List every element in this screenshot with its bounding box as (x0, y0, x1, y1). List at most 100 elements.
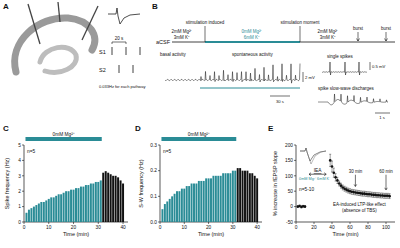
x-axis-label: Time (min) (198, 231, 224, 237)
event-tick (300, 26, 301, 42)
label: 6mM K⁺ (244, 35, 260, 40)
bar (38, 204, 40, 222)
bar (35, 205, 37, 222)
stim-tick (133, 65, 134, 73)
n-label: n=5 (27, 149, 35, 154)
n-label: n=5 (163, 149, 171, 154)
scale-bar (375, 113, 390, 114)
label: burst (353, 26, 364, 31)
annotation: IEA (314, 168, 323, 173)
plot-area (25, 171, 124, 222)
y-tick-label: 0.0 (150, 220, 157, 225)
y-axis (296, 145, 297, 222)
electrode (82, 6, 98, 40)
point (304, 205, 307, 208)
bar (246, 171, 248, 222)
y-tick-label: 100 (285, 174, 293, 179)
x-axis-label: Time (min) (332, 231, 358, 237)
bar (107, 173, 109, 222)
bar (183, 189, 185, 222)
bar (70, 190, 72, 222)
bar (186, 186, 188, 222)
bar (40, 202, 42, 222)
x-tick-label: 40 (120, 225, 126, 230)
bar (203, 181, 205, 222)
bar (208, 178, 210, 222)
bar (249, 173, 251, 222)
panel-label: D (135, 124, 141, 133)
bar (178, 191, 180, 222)
label: 2 mV (305, 75, 315, 80)
panel-label: C (3, 124, 9, 133)
bar (176, 191, 178, 222)
y-tick-label: 1 (18, 204, 21, 209)
label: single spikes (327, 54, 354, 59)
bar (63, 193, 65, 222)
label: basal activity (160, 52, 187, 57)
bar (50, 197, 52, 222)
y-tick-label: 4 (18, 158, 21, 163)
label: S2 (99, 67, 106, 73)
y-tick-label: 0 (290, 204, 293, 209)
bar (217, 176, 219, 222)
bar (161, 209, 163, 222)
condition-bar (161, 137, 236, 141)
bar (97, 182, 99, 222)
annotation: 60 min (379, 169, 393, 174)
bar (117, 177, 119, 222)
bar (58, 194, 60, 222)
x-tick-label: 20 (311, 225, 317, 230)
bar (181, 189, 183, 222)
bar (200, 181, 202, 222)
bar (95, 182, 97, 222)
bar (100, 180, 102, 222)
annotation: (absence of TBS) (342, 208, 377, 213)
bar (53, 197, 55, 222)
error-bar (304, 206, 306, 208)
error-bar (333, 168, 335, 177)
panel-label: B (152, 2, 158, 11)
y-tick-label: 5 (18, 143, 21, 148)
bar (227, 173, 229, 222)
label: 1 s (379, 115, 385, 120)
y-tick-label: 0.2 (150, 168, 157, 173)
scale-bar (303, 72, 304, 82)
bar (225, 173, 227, 222)
x-tick-label: 0 (295, 225, 298, 230)
label: 0.033Hz for each pathway (99, 84, 145, 89)
plot-area (161, 168, 258, 222)
y-tick-label: 0 (18, 220, 21, 225)
bar (55, 196, 57, 222)
bar (110, 174, 112, 222)
label: aCSF (156, 39, 171, 45)
label: spike slow-wave discharges (318, 86, 375, 91)
bar (234, 171, 236, 222)
panel-label: A (3, 2, 9, 11)
stim-tick (126, 47, 127, 55)
bar (33, 207, 35, 222)
x-tick-label: 10 (182, 225, 188, 230)
bar (205, 178, 207, 222)
time-arrow (354, 175, 357, 187)
bar (222, 173, 224, 222)
bar (166, 201, 168, 222)
bar (232, 171, 234, 222)
x-tick-label: 30 (96, 225, 102, 230)
bar (195, 184, 197, 223)
bar (112, 176, 114, 222)
x-tick-label: 0 (23, 225, 26, 230)
annotation: EA-induced LTP-like effect (333, 202, 387, 207)
annotation: 0mM Mg²⁺ 6mM K⁺ (299, 177, 331, 181)
bar (210, 178, 212, 222)
x-tick-label: 20 (71, 225, 77, 230)
bar (82, 187, 84, 222)
bar (115, 176, 117, 222)
bar (256, 178, 258, 222)
point (329, 159, 332, 162)
bar (188, 186, 190, 222)
error-bar (345, 187, 347, 192)
inset-trace (300, 148, 326, 164)
label: burst (381, 26, 392, 31)
bar (92, 184, 94, 223)
label: 2mM Mg²⁺ (318, 29, 339, 34)
